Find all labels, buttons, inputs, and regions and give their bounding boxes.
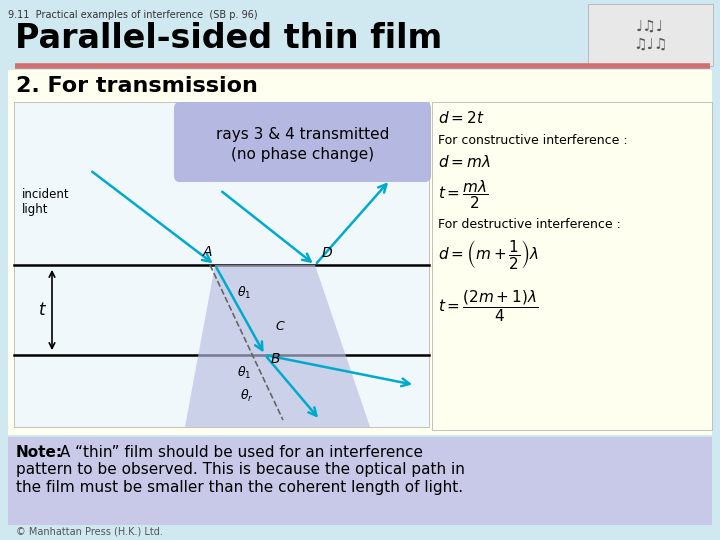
Text: D: D (322, 246, 333, 260)
FancyBboxPatch shape (432, 102, 712, 430)
FancyBboxPatch shape (14, 102, 429, 427)
Text: Parallel-sided thin film: Parallel-sided thin film (15, 22, 442, 55)
Text: B: B (270, 352, 280, 366)
Text: ♩♫♩
♫♩♫: ♩♫♩ ♫♩♫ (633, 19, 667, 51)
Text: $\theta_1$: $\theta_1$ (237, 365, 251, 381)
FancyBboxPatch shape (8, 437, 712, 525)
FancyBboxPatch shape (174, 102, 431, 182)
Text: $t = \dfrac{m\lambda}{2}$: $t = \dfrac{m\lambda}{2}$ (438, 178, 489, 211)
Text: $\theta_r$: $\theta_r$ (240, 388, 253, 404)
Text: A: A (202, 245, 212, 259)
FancyBboxPatch shape (8, 70, 712, 435)
FancyBboxPatch shape (588, 4, 713, 66)
Text: For destructive interference :: For destructive interference : (438, 218, 621, 231)
Text: C: C (276, 320, 284, 333)
Text: For constructive interference :: For constructive interference : (438, 134, 628, 147)
Text: A “thin” film should be used for an interference
pattern to be observed. This is: A “thin” film should be used for an inte… (16, 445, 465, 495)
Text: incident
light: incident light (22, 188, 70, 216)
Text: 2. For transmission: 2. For transmission (16, 76, 258, 96)
Text: $d = 2t$: $d = 2t$ (438, 110, 485, 126)
Text: $\theta_1$: $\theta_1$ (237, 285, 251, 301)
Text: (no phase change): (no phase change) (231, 146, 374, 161)
Text: rays 3 & 4 transmitted: rays 3 & 4 transmitted (216, 126, 390, 141)
Text: $d = \left(m + \dfrac{1}{2}\right)\lambda$: $d = \left(m + \dfrac{1}{2}\right)\lambd… (438, 238, 539, 271)
Text: 9.11  Practical examples of interference  (SB p. 96): 9.11 Practical examples of interference … (8, 10, 258, 20)
Text: t: t (38, 301, 45, 319)
Text: $d = m\lambda$: $d = m\lambda$ (438, 154, 491, 170)
Text: © Manhattan Press (H.K.) Ltd.: © Manhattan Press (H.K.) Ltd. (16, 527, 163, 537)
Polygon shape (185, 265, 370, 427)
Text: Note:: Note: (16, 445, 63, 460)
Text: $t = \dfrac{(2m+1)\lambda}{4}$: $t = \dfrac{(2m+1)\lambda}{4}$ (438, 288, 539, 324)
